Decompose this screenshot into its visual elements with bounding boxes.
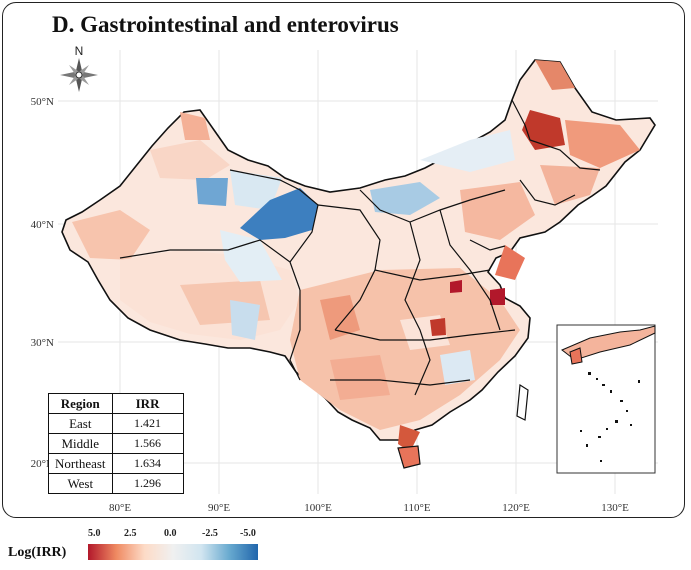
table-row: East 1.421 bbox=[48, 413, 184, 434]
region-patch bbox=[490, 288, 505, 305]
region-patch bbox=[230, 300, 260, 340]
region-patch bbox=[370, 182, 440, 215]
region-patch bbox=[565, 120, 640, 168]
y-tick-label: 40°N bbox=[31, 219, 54, 231]
south-china-sea-inset bbox=[556, 324, 656, 474]
region-patch bbox=[240, 188, 318, 240]
legend-tick-label: 0.0 bbox=[164, 528, 177, 539]
region-patch bbox=[430, 318, 446, 336]
north-arrow-icon: N bbox=[60, 44, 98, 92]
table-row: Northeast 1.634 bbox=[48, 453, 184, 474]
region-cell: Middle bbox=[48, 433, 113, 454]
region-patch bbox=[450, 280, 462, 293]
legend-title: Log(IRR) bbox=[8, 545, 67, 560]
region-patch bbox=[72, 210, 150, 260]
region-patch bbox=[420, 130, 515, 172]
header-irr: IRR bbox=[111, 393, 184, 414]
region-patch bbox=[440, 350, 475, 385]
region-patch bbox=[320, 295, 360, 340]
hainan-island bbox=[397, 445, 421, 469]
province-borders bbox=[119, 99, 601, 396]
map-title: D. Gastrointestinal and enterovirus bbox=[52, 12, 399, 37]
table-row: Middle 1.566 bbox=[48, 433, 184, 454]
north-label: N bbox=[75, 44, 84, 58]
region-patch bbox=[230, 170, 282, 210]
figure-frame bbox=[2, 2, 685, 518]
region-patch bbox=[495, 245, 525, 280]
region-patch bbox=[460, 182, 535, 240]
region-patch bbox=[535, 60, 575, 90]
region-patch bbox=[150, 140, 230, 180]
x-tick-label: 80°E bbox=[109, 502, 131, 514]
legend-tick-label: -2.5 bbox=[202, 528, 218, 539]
x-axis-ticks: 80°E 90°E 100°E 110°E 120°E 130°E bbox=[109, 502, 629, 514]
region-patch bbox=[398, 425, 420, 452]
x-tick-label: 130°E bbox=[601, 502, 629, 514]
taiwan-island bbox=[516, 383, 529, 421]
y-tick-label: 50°N bbox=[31, 96, 54, 108]
region-patch bbox=[330, 355, 390, 400]
table-row: West 1.296 bbox=[48, 473, 184, 494]
x-tick-label: 110°E bbox=[403, 502, 430, 514]
x-tick-label: 100°E bbox=[304, 502, 332, 514]
legend-colorbar bbox=[88, 544, 258, 560]
irr-cell: 1.421 bbox=[111, 413, 184, 434]
legend-tick-label: -5.0 bbox=[240, 528, 256, 539]
region-cell: East bbox=[48, 413, 113, 434]
region-patch bbox=[220, 230, 282, 282]
legend-tick-label: 5.0 bbox=[88, 528, 101, 539]
x-tick-label: 90°E bbox=[208, 502, 230, 514]
region-patch bbox=[196, 178, 228, 206]
region-cell: West bbox=[48, 473, 113, 494]
y-tick-label: 30°N bbox=[31, 337, 54, 349]
table-header-row: Region IRR bbox=[48, 393, 184, 414]
irr-cell: 1.296 bbox=[111, 473, 184, 494]
legend-tick-label: 2.5 bbox=[124, 528, 137, 539]
region-cell: Northeast bbox=[48, 453, 113, 474]
irr-table: Region IRR East 1.421 Middle 1.566 North… bbox=[48, 393, 184, 494]
region-patch bbox=[522, 110, 565, 150]
region-patch bbox=[180, 112, 210, 140]
region-patch bbox=[540, 165, 600, 205]
irr-cell: 1.566 bbox=[111, 433, 184, 454]
x-tick-label: 120°E bbox=[502, 502, 530, 514]
header-region: Region bbox=[48, 393, 113, 414]
irr-cell: 1.634 bbox=[111, 453, 184, 474]
